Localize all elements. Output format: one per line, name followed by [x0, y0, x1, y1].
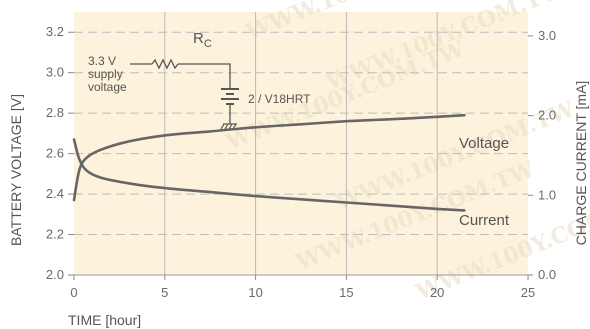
y-tick-label: 2.6 — [46, 146, 64, 161]
x-tick-label: 0 — [70, 285, 77, 300]
y-tick-label: 2.0 — [46, 267, 64, 282]
x-tick-label: 25 — [521, 285, 535, 300]
y-tick-label: 3.0 — [46, 65, 64, 80]
x-tick-label: 15 — [339, 285, 353, 300]
y-tick-label: 3.2 — [46, 24, 64, 39]
y-axis-left-ticks: 2.0 2.2 2.4 2.6 2.8 3.0 3.2 — [46, 24, 74, 282]
x-tick-label: 20 — [430, 285, 444, 300]
series-label-current: Current — [459, 212, 510, 229]
y-right-tick-label: 2.0 — [538, 108, 556, 123]
supply-label-line3: voltage — [88, 80, 127, 94]
y-axis-left-title: BATTERY VOLTAGE [V] — [8, 94, 24, 246]
y-tick-label: 2.8 — [46, 105, 64, 120]
x-axis-title: TIME [hour] — [68, 312, 141, 328]
y-right-tick-label: 0.0 — [538, 267, 556, 282]
x-tick-label: 10 — [248, 285, 262, 300]
y-tick-label: 2.4 — [46, 186, 64, 201]
supply-label-line2: supply — [88, 67, 123, 81]
y-right-tick-label: 3.0 — [538, 28, 556, 43]
y-right-tick-label: 1.0 — [538, 187, 556, 202]
y-tick-label: 2.2 — [46, 227, 64, 242]
battery-label: 2 / V18HRT — [248, 92, 311, 106]
y-axis-right-title: CHARGE CURRENT [mA] — [573, 81, 589, 246]
x-tick-label: 5 — [161, 285, 168, 300]
supply-voltage-value: 3.3 V — [88, 54, 116, 68]
series-label-voltage: Voltage — [459, 135, 509, 152]
